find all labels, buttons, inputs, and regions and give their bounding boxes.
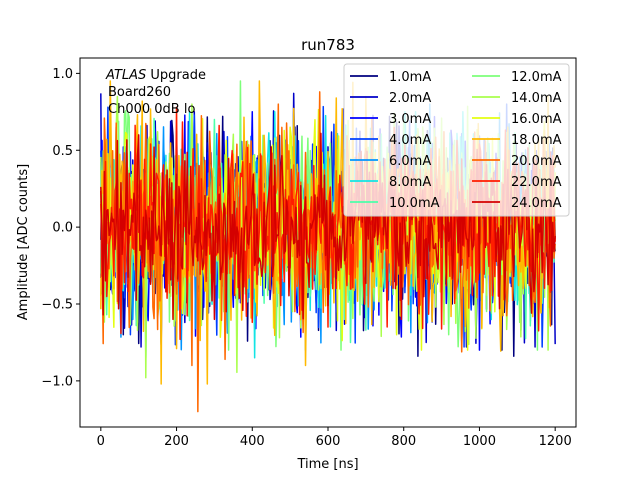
chart-title: run783 — [301, 36, 355, 54]
y-axis-ticks: −1.0 −0.5 0.0 0.5 1.0 — [41, 67, 80, 389]
y-tick-label: 0.0 — [52, 221, 73, 236]
y-axis-label: Amplitude [ADC counts] — [16, 164, 31, 320]
legend-label: 2.0mA — [389, 91, 431, 106]
legend-label: 14.0mA — [511, 91, 562, 106]
x-tick-label: 200 — [164, 434, 189, 449]
series-line-24.0mA — [100, 132, 556, 321]
svg-text:ATLAS Upgrade: ATLAS Upgrade — [105, 68, 206, 83]
annotation-rest: Upgrade — [146, 68, 206, 83]
x-tick-label: 1000 — [463, 434, 496, 449]
x-tick-label: 1200 — [539, 434, 572, 449]
x-tick-label: 600 — [316, 434, 341, 449]
legend-label: 18.0mA — [511, 133, 562, 148]
y-tick-label: −0.5 — [41, 298, 73, 313]
legend-label: 12.0mA — [511, 70, 562, 85]
y-tick-label: 0.5 — [52, 144, 73, 159]
legend-label: 24.0mA — [511, 196, 562, 211]
legend-label: 20.0mA — [511, 154, 562, 169]
legend-label: 10.0mA — [389, 196, 440, 211]
legend-label: 22.0mA — [511, 175, 562, 190]
atlas-annotation: ATLAS Upgrade Board260 Ch000 0dB lo — [105, 68, 206, 117]
x-axis-ticks: 0 200 400 600 800 1000 1200 — [97, 427, 572, 449]
x-tick-label: 0 — [97, 434, 105, 449]
legend-label: 1.0mA — [389, 70, 431, 85]
legend-frame — [343, 63, 570, 217]
annotation-channel: Ch000 0dB lo — [108, 102, 195, 117]
y-tick-label: −1.0 — [41, 374, 73, 389]
legend: 1.0mA 2.0mA 3.0mA 4.0mA 6.0mA 8.0mA 10.0mA 12.0… — [343, 63, 570, 217]
annotation-italic: ATLAS — [105, 68, 146, 83]
legend-label: 4.0mA — [389, 133, 431, 148]
legend-label: 3.0mA — [389, 112, 431, 127]
legend-label: 16.0mA — [511, 112, 562, 127]
y-tick-label: 1.0 — [52, 67, 73, 82]
x-tick-label: 400 — [240, 434, 265, 449]
x-tick-label: 800 — [391, 434, 416, 449]
legend-label: 6.0mA — [389, 154, 431, 169]
x-axis-label: Time [ns] — [296, 457, 358, 472]
legend-label: 8.0mA — [389, 175, 431, 190]
annotation-board: Board260 — [108, 85, 171, 100]
